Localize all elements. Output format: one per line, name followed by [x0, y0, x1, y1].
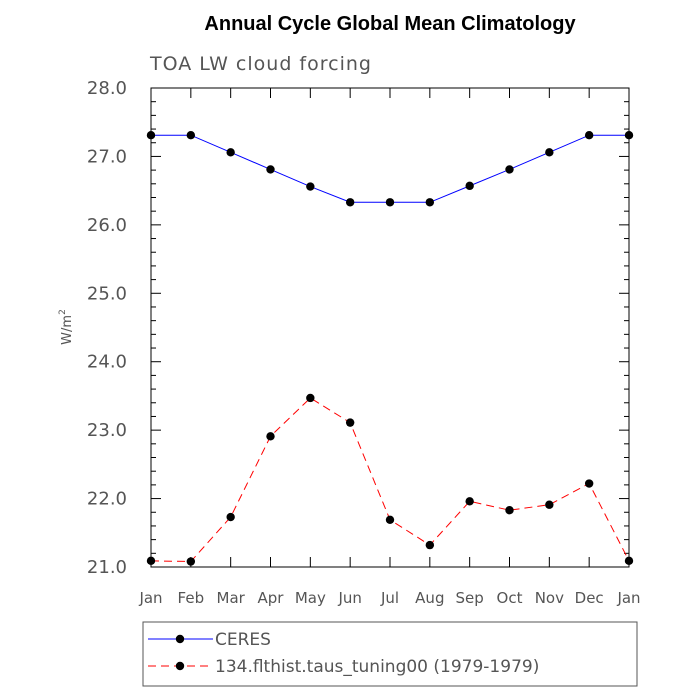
- data-point: [146, 556, 156, 566]
- y-axis-label: W/m2: [58, 309, 75, 345]
- x-tick-label: Oct: [497, 589, 523, 607]
- x-tick-label: May: [295, 589, 326, 607]
- chart-title: Annual Cycle Global Mean Climatology: [204, 13, 576, 35]
- data-point: [545, 500, 554, 509]
- x-tick-label: Jan: [616, 589, 640, 607]
- data-point: [345, 198, 355, 207]
- data-point: [624, 131, 634, 140]
- x-tick-label: Aug: [415, 589, 444, 607]
- data-point: [226, 148, 235, 157]
- data-point: [186, 131, 196, 140]
- chart-subtitle: TOA LW cloud forcing: [149, 53, 372, 75]
- y-tick-label: 27.0: [87, 146, 127, 167]
- y-tick-label: 21.0: [87, 557, 127, 578]
- data-point: [385, 198, 395, 207]
- data-point: [505, 506, 514, 515]
- data-point: [345, 418, 355, 427]
- data-point: [465, 181, 474, 191]
- data-point: [584, 479, 594, 488]
- data-point: [425, 540, 435, 550]
- legend-marker-2: [175, 661, 185, 671]
- data-point: [266, 165, 275, 174]
- legend-box: [142, 621, 638, 687]
- x-tick-label: Sep: [456, 589, 484, 607]
- y-axis-label-base: W/m: [60, 315, 75, 345]
- x-tick-label: Jan: [138, 589, 162, 607]
- y-tick-label: 28.0: [87, 78, 127, 99]
- legend-marker-1: [175, 634, 185, 644]
- legend: CERES 134.flthist.taus_tuning00 (1979-197…: [142, 621, 638, 687]
- data-point: [385, 515, 395, 524]
- y-tick-label: 23.0: [87, 420, 127, 441]
- data-point: [505, 165, 514, 174]
- legend-label-1: CERES: [215, 630, 271, 650]
- data-point: [465, 497, 474, 506]
- x-tick-label: Mar: [217, 589, 246, 607]
- data-point: [545, 148, 554, 157]
- series-line-1: [151, 134, 629, 203]
- y-tick-label: 24.0: [87, 352, 127, 373]
- y-axis-label-sup: 2: [58, 309, 68, 315]
- y-tick-label: 22.0: [87, 489, 127, 510]
- data-point: [266, 432, 275, 441]
- series-line-2: [150, 397, 630, 563]
- y-tick-label: 26.0: [87, 215, 127, 236]
- series-layer: [146, 131, 634, 566]
- data-point: [425, 198, 435, 207]
- x-tick-label: Nov: [535, 589, 564, 607]
- y-tick-label: 25.0: [87, 283, 127, 304]
- data-point: [146, 131, 156, 140]
- x-tick-label: Feb: [178, 589, 205, 607]
- data-point: [186, 557, 196, 566]
- data-point: [306, 393, 315, 403]
- data-point: [624, 556, 634, 566]
- data-point: [226, 512, 235, 522]
- plot-frame: [150, 87, 630, 568]
- legend-label-2: 134.flthist.taus_tuning00 (1979-1979): [215, 657, 539, 677]
- x-tick-label: Jun: [337, 589, 361, 607]
- x-tick-label: Dec: [575, 589, 604, 607]
- x-tick-label: Jul: [380, 589, 399, 607]
- plot-axes: 21.0 22.0 23.0 24.0 25.0 26.0 27.0 28.0 Jan Feb Ma…: [87, 78, 641, 607]
- x-tick-label: Apr: [258, 589, 285, 607]
- data-point: [306, 182, 315, 191]
- data-point: [584, 131, 594, 140]
